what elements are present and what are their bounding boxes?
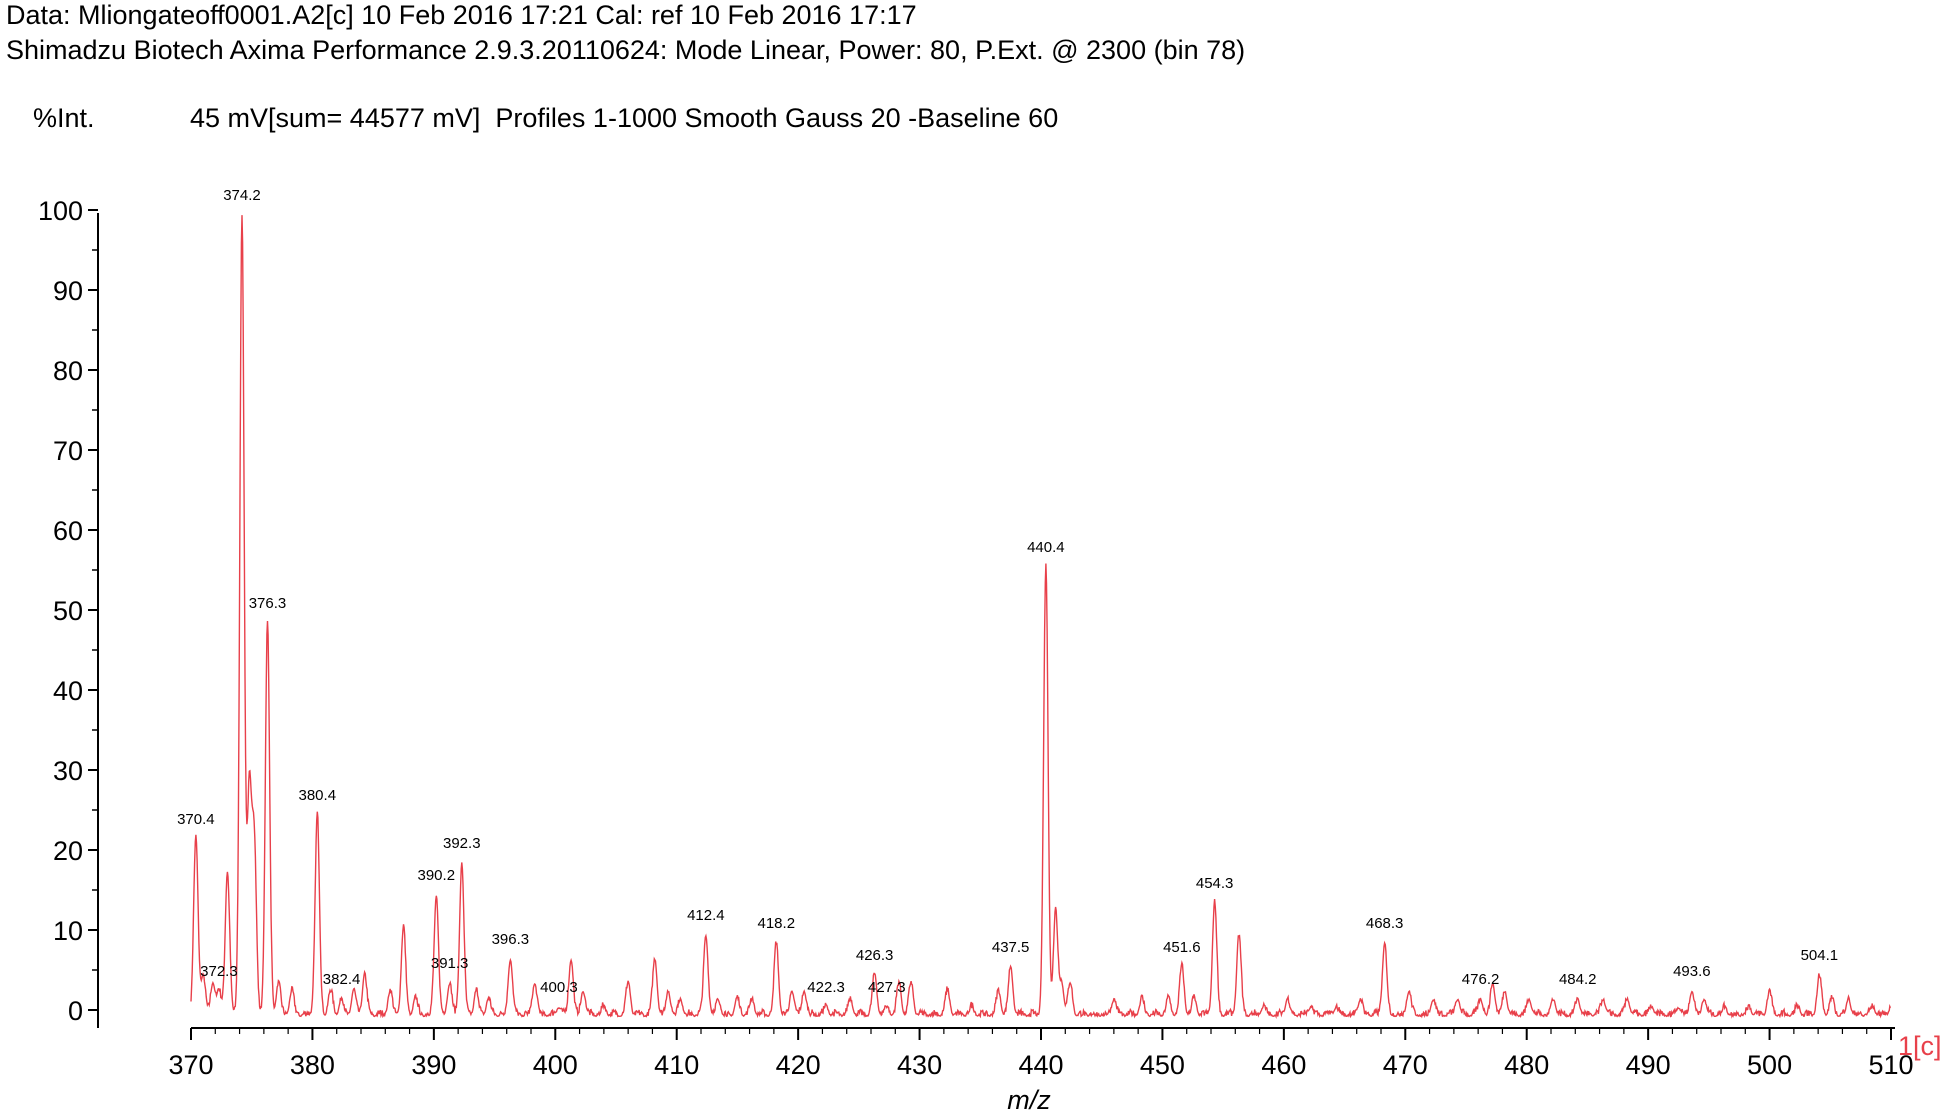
series-label: 1[c] bbox=[1898, 1031, 1942, 1061]
spectrum-line bbox=[190, 215, 1892, 1019]
peak-label: 382.4 bbox=[323, 971, 361, 988]
peak-label: 504.1 bbox=[1801, 947, 1839, 964]
peak-label: 422.3 bbox=[807, 979, 845, 996]
y-axis-unit-label: %Int. bbox=[33, 103, 95, 133]
y-tick-label: 40 bbox=[53, 676, 83, 706]
x-tick-label: 370 bbox=[168, 1050, 213, 1080]
x-tick-label: 400 bbox=[533, 1050, 578, 1080]
peak-label: 493.6 bbox=[1673, 963, 1711, 980]
instrument-info: Shimadzu Biotech Axima Performance 2.9.3… bbox=[6, 35, 1246, 65]
intensity-info: 45 mV[sum= 44577 mV] Profiles 1-1000 Smo… bbox=[190, 103, 1059, 133]
x-tick-label: 420 bbox=[776, 1050, 821, 1080]
x-tick-label: 490 bbox=[1626, 1050, 1671, 1080]
peak-label: 396.3 bbox=[492, 931, 530, 948]
peak-label: 426.3 bbox=[856, 947, 894, 964]
peak-label: 391.3 bbox=[431, 955, 469, 972]
y-tick-label: 10 bbox=[53, 916, 83, 946]
peak-label: 427.3 bbox=[868, 979, 906, 996]
peak-label: 392.3 bbox=[443, 835, 481, 852]
x-tick-label: 470 bbox=[1383, 1050, 1428, 1080]
peak-label: 418.2 bbox=[758, 915, 796, 932]
axes bbox=[97, 213, 1895, 1029]
x-tick-label: 450 bbox=[1140, 1050, 1185, 1080]
x-tick-label: 380 bbox=[290, 1050, 335, 1080]
x-tick-label: 500 bbox=[1747, 1050, 1792, 1080]
x-tick-label: 430 bbox=[897, 1050, 942, 1080]
data-file-info: Data: Mliongateoff0001.A2[c] 10 Feb 2016… bbox=[6, 0, 917, 30]
peak-label: 376.3 bbox=[249, 595, 287, 612]
x-tick-label: 480 bbox=[1504, 1050, 1549, 1080]
x-tick-label: 440 bbox=[1018, 1050, 1063, 1080]
y-tick-label: 70 bbox=[53, 436, 83, 466]
x-tick-label: 460 bbox=[1261, 1050, 1306, 1080]
peak-label: 484.2 bbox=[1559, 971, 1597, 988]
peak-labels: 370.4 372.3 374.2 376.3 380.4 382.4 390.2 391.3… bbox=[177, 187, 1838, 996]
y-tick-label: 0 bbox=[68, 996, 83, 1026]
peak-label: 370.4 bbox=[177, 811, 215, 828]
peak-label: 451.6 bbox=[1163, 939, 1201, 956]
y-tick-label: 90 bbox=[53, 276, 83, 306]
x-tick-label: 410 bbox=[654, 1050, 699, 1080]
y-tick-label: 80 bbox=[53, 356, 83, 386]
peak-label: 390.2 bbox=[418, 867, 456, 884]
peak-label: 374.2 bbox=[223, 187, 261, 204]
peak-label: 476.2 bbox=[1462, 971, 1500, 988]
peak-label: 372.3 bbox=[200, 963, 238, 980]
x-axis-label: m/z bbox=[1007, 1085, 1051, 1115]
y-tick-label: 60 bbox=[53, 516, 83, 546]
peak-label: 437.5 bbox=[992, 939, 1030, 956]
y-tick-label: 20 bbox=[53, 836, 83, 866]
peak-label: 440.4 bbox=[1027, 539, 1065, 556]
peak-label: 454.3 bbox=[1196, 875, 1234, 892]
y-ticks: 0 10 20 30 40 50 60 70 80 90 100 bbox=[38, 196, 98, 1026]
y-tick-label: 30 bbox=[53, 756, 83, 786]
x-ticks: 370 380 390 400 410 420 430 440 450 460 470 480 490 5… bbox=[168, 1028, 1914, 1080]
y-tick-label: 50 bbox=[53, 596, 83, 626]
x-tick-label: 390 bbox=[411, 1050, 456, 1080]
peak-label: 412.4 bbox=[687, 907, 725, 924]
peak-label: 380.4 bbox=[299, 787, 337, 804]
peak-label: 400.3 bbox=[540, 979, 578, 996]
y-tick-label: 100 bbox=[38, 196, 83, 226]
peak-label: 468.3 bbox=[1366, 915, 1404, 932]
x-tick-label: 510 bbox=[1868, 1050, 1913, 1080]
